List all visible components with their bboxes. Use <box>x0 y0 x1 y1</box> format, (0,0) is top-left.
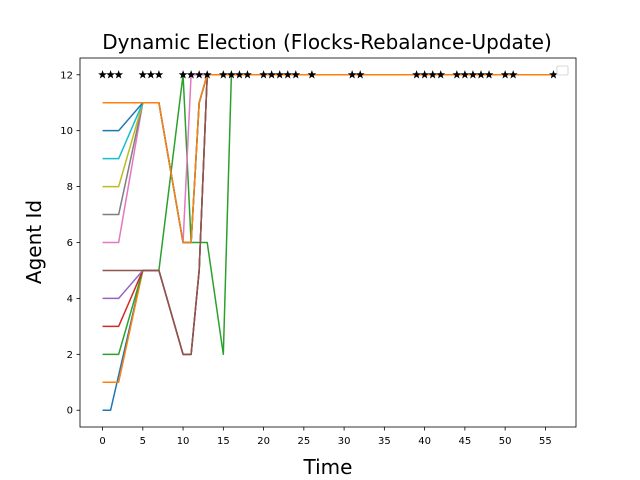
y-tick-label: 2 <box>67 350 73 361</box>
leader-marker-31 <box>500 70 510 79</box>
leader-marker-20 <box>347 70 357 79</box>
y-tick-label: 12 <box>60 70 73 81</box>
series-line-11 <box>102 74 554 244</box>
leader-marker-4 <box>146 70 156 79</box>
x-tick-label: 0 <box>99 436 105 447</box>
y-tick-label: 0 <box>67 406 73 417</box>
leader-marker-30 <box>484 70 494 79</box>
leader-marker-6 <box>178 70 188 79</box>
leader-marker-26 <box>452 70 462 79</box>
leader-marker-2 <box>114 70 124 79</box>
marker-layer <box>98 70 558 79</box>
leader-marker-7 <box>186 70 196 79</box>
x-tick-label: 35 <box>378 436 391 447</box>
leader-marker-19 <box>307 70 317 79</box>
chart-title: Dynamic Election (Flocks-Rebalance-Updat… <box>102 30 552 54</box>
leader-marker-18 <box>291 70 301 79</box>
x-tick-label: 55 <box>539 436 552 447</box>
x-axis: 0 5 10 15 20 25 30 35 40 45 50 55 <box>99 427 552 447</box>
x-tick-label: 50 <box>499 436 512 447</box>
legend-box <box>556 65 569 76</box>
leader-marker-16 <box>275 70 285 79</box>
y-axis-title: Agent Id <box>22 200 46 284</box>
x-tick-label: 10 <box>177 436 190 447</box>
x-tick-label: 30 <box>338 436 351 447</box>
leader-marker-5 <box>154 70 164 79</box>
leader-marker-32 <box>508 70 518 79</box>
leader-marker-17 <box>283 70 293 79</box>
leader-marker-10 <box>218 70 228 79</box>
x-tick-label: 45 <box>459 436 472 447</box>
leader-marker-29 <box>476 70 486 79</box>
x-tick-label: 25 <box>297 436 310 447</box>
y-tick-label: 4 <box>67 294 73 305</box>
leader-marker-27 <box>460 70 470 79</box>
series-line-5 <box>102 74 554 356</box>
y-tick-label: 6 <box>67 238 73 249</box>
leader-marker-0 <box>98 70 107 79</box>
leader-marker-33 <box>549 70 558 79</box>
leader-marker-25 <box>436 70 446 79</box>
series-layer <box>102 74 554 411</box>
y-axis: 0 2 4 6 8 10 12 <box>60 70 80 417</box>
leader-marker-21 <box>355 70 365 79</box>
x-tick-label: 40 <box>418 436 431 447</box>
leader-marker-13 <box>243 70 252 79</box>
leader-marker-12 <box>235 70 244 79</box>
leader-marker-24 <box>428 70 438 79</box>
leader-marker-23 <box>420 70 429 79</box>
leader-marker-28 <box>468 70 478 79</box>
leader-marker-14 <box>259 70 268 79</box>
leader-marker-11 <box>227 70 236 79</box>
y-tick-label: 10 <box>60 126 73 137</box>
plot-area: 0 5 10 15 20 25 30 35 40 45 50 55 0 2 4 6 8 10 12 <box>60 57 577 447</box>
x-tick-label: 20 <box>257 436 270 447</box>
x-tick-label: 15 <box>217 436 230 447</box>
leader-marker-15 <box>267 70 277 79</box>
x-tick-label: 5 <box>140 436 146 447</box>
leader-marker-22 <box>412 70 421 79</box>
y-tick-label: 8 <box>67 182 73 193</box>
leader-marker-9 <box>202 70 212 79</box>
leader-marker-3 <box>138 70 148 79</box>
x-axis-title: Time <box>303 455 353 479</box>
leader-marker-8 <box>194 70 204 79</box>
leader-marker-1 <box>106 70 115 79</box>
